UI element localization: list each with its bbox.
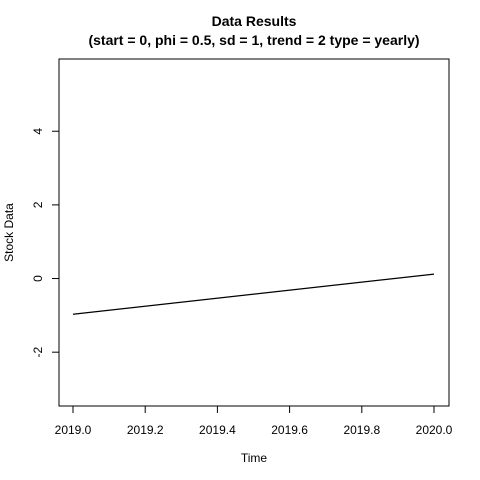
chart-title: Data Results bbox=[212, 13, 297, 29]
y-tick-label: 2 bbox=[31, 201, 45, 208]
series-layer bbox=[72, 273, 435, 315]
x-tick-label: 2019.8 bbox=[343, 423, 380, 437]
series-line bbox=[72, 273, 435, 315]
y-axis: -2 0 2 4 bbox=[31, 128, 60, 358]
chart-subtitle: (start = 0, phi = 0.5, sd = 1, trend = 2… bbox=[88, 32, 419, 48]
y-tick-label: -2 bbox=[31, 347, 45, 358]
y-axis-title: Stock Data bbox=[2, 203, 16, 262]
x-tick-label: 2020.0 bbox=[416, 423, 453, 437]
y-tick-label: 4 bbox=[31, 128, 45, 135]
x-tick-label: 2019.6 bbox=[271, 423, 308, 437]
x-tick-label: 2019.0 bbox=[55, 423, 92, 437]
x-tick-label: 2019.4 bbox=[199, 423, 236, 437]
x-axis-title: Time bbox=[241, 451, 268, 465]
y-tick-label: 0 bbox=[31, 275, 45, 282]
x-tick-label: 2019.2 bbox=[127, 423, 164, 437]
x-axis: 2019.0 2019.2 2019.4 2019.6 2019.8 2020.0 bbox=[55, 405, 453, 437]
